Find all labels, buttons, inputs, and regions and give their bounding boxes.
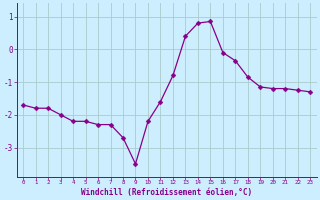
X-axis label: Windchill (Refroidissement éolien,°C): Windchill (Refroidissement éolien,°C) — [81, 188, 252, 197]
